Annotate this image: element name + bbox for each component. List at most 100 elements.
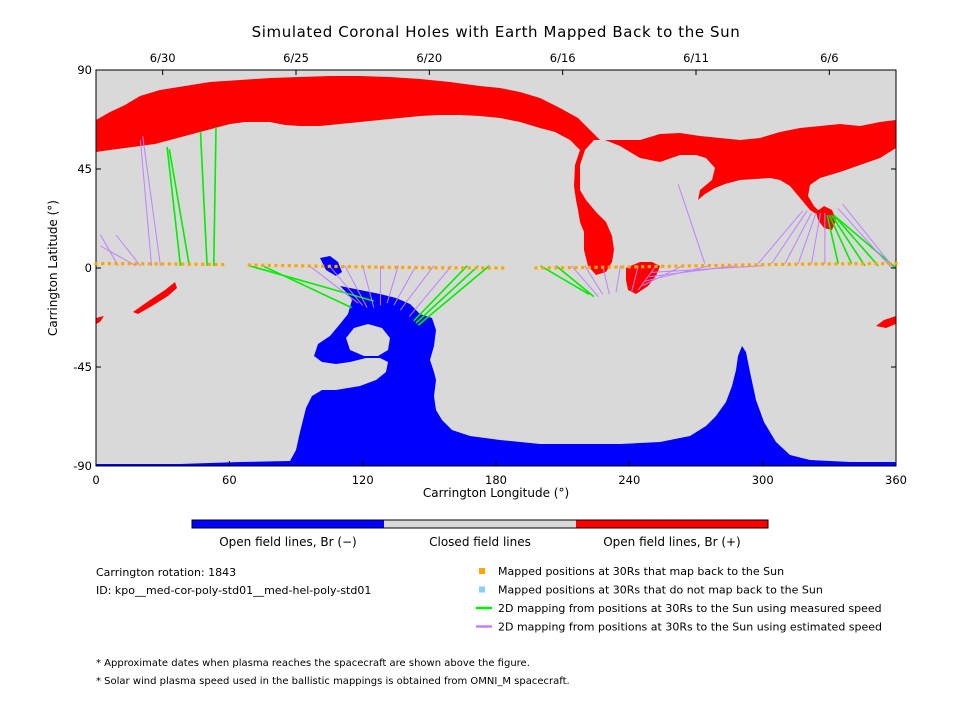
mapped-point	[674, 264, 678, 268]
legend-label: 2D mapping from positions at 30Rs to the…	[498, 602, 882, 615]
mapping-line-measured	[249, 265, 374, 302]
mapped-point	[427, 266, 431, 270]
mapping-line-estimated	[309, 265, 359, 304]
mapping-line-estimated	[362, 265, 375, 308]
mapped-point	[301, 264, 305, 268]
mapped-point	[394, 265, 398, 269]
mapped-point	[707, 263, 711, 268]
mapped-point	[147, 262, 151, 266]
mapping-line-estimated	[615, 265, 621, 293]
mapped-point	[774, 262, 778, 267]
mapped-point	[881, 262, 885, 266]
negative-fleck-equatorial	[320, 256, 342, 276]
mapped-point	[414, 265, 418, 270]
mapped-point	[501, 266, 505, 270]
legend-label: Mapped positions at 30Rs that do not map…	[498, 584, 823, 597]
colorbar-segment	[192, 520, 384, 528]
carrington-rotation: Carrington rotation: 1843	[96, 566, 236, 579]
mapped-point	[721, 263, 725, 267]
mapping-line-estimated	[649, 265, 737, 278]
mapped-point	[581, 265, 585, 270]
mapping-line-measured	[826, 215, 840, 264]
top-date-label: 6/6	[820, 51, 839, 65]
colorbar-label: Closed field lines	[429, 535, 531, 549]
y-tick-label: 90	[77, 63, 92, 77]
top-date-label: 6/16	[550, 51, 576, 65]
mapped-point	[647, 264, 651, 269]
mapped-point	[447, 266, 451, 270]
y-tick-label: -90	[73, 459, 92, 473]
mapped-point	[341, 264, 345, 269]
mapped-point	[667, 264, 671, 268]
mapping-line-estimated	[142, 135, 161, 266]
mapped-point	[741, 263, 745, 267]
mapped-point	[787, 262, 791, 266]
legend-label: 2D mapping from positions at 30Rs to the…	[498, 621, 882, 634]
mapped-point	[767, 263, 771, 267]
mapped-point	[661, 264, 665, 268]
mapped-point	[347, 265, 351, 269]
mapped-point	[567, 266, 571, 270]
x-axis-ticks: 0 60 120 180 240 300 360	[92, 461, 907, 487]
mapped-point	[387, 265, 391, 269]
mapped-point	[407, 265, 411, 270]
mapped-point	[687, 264, 691, 268]
mapped-point	[474, 266, 478, 270]
x-tick-label: 360	[885, 473, 907, 487]
mapping-line-estimated	[784, 212, 812, 264]
mapped-point	[861, 262, 865, 266]
mapped-point	[361, 265, 365, 269]
top-date-label: 6/25	[283, 51, 309, 65]
x-tick-label: 300	[752, 473, 774, 487]
mapped-point	[547, 266, 551, 270]
mapping-line-estimated	[400, 265, 435, 311]
mapped-point	[794, 262, 798, 266]
colorbar-label: Open field lines, Br (+)	[603, 535, 741, 549]
mapped-point	[354, 265, 358, 269]
colorbar-segment	[576, 520, 768, 528]
mapped-point	[127, 262, 131, 266]
positive-fleck-west-edge	[96, 316, 104, 324]
x-tick-label: 240	[618, 473, 640, 487]
mapped-point	[281, 263, 285, 268]
mapped-point	[487, 266, 491, 270]
plot-area	[94, 69, 898, 467]
mapping-line-measured	[833, 214, 879, 267]
mapped-point	[701, 264, 705, 268]
chart-title: Simulated Coronal Holes with Earth Mappe…	[252, 23, 741, 41]
colorbar-label: Open field lines, Br (−)	[219, 535, 357, 549]
mapped-point	[847, 262, 851, 266]
y-axis-label: Carrington Latitude (°)	[46, 200, 60, 336]
mapped-point	[814, 262, 818, 266]
mapping-line-estimated	[811, 212, 821, 264]
mapping-line-estimated	[842, 203, 895, 269]
x-tick-label: 120	[352, 473, 374, 487]
mapping-line-estimated	[602, 265, 610, 295]
positive-fleck-equatorial	[626, 262, 660, 294]
mapping-line-estimated	[139, 140, 153, 266]
mapped-point	[187, 262, 191, 266]
info-block: Carrington rotation: 1843 ID: kpo__med-c…	[96, 566, 371, 597]
legend-marker-square	[479, 586, 485, 593]
mapping-line-measured	[413, 265, 468, 322]
mapped-point	[614, 265, 618, 269]
mapped-point	[207, 262, 211, 267]
mapped-point	[621, 265, 625, 269]
mapped-point	[294, 264, 298, 268]
legend-marker-square	[479, 568, 485, 574]
mapped-point	[461, 266, 465, 270]
positive-fleck-east-edge	[876, 316, 896, 328]
mapping-line-measured	[262, 265, 352, 309]
mapping-line-measured	[166, 146, 182, 266]
mapping-line-estimated	[584, 265, 604, 295]
mapped-point	[601, 265, 605, 269]
mapped-point	[174, 262, 178, 266]
mapped-point	[101, 262, 105, 266]
mapped-point	[334, 264, 338, 269]
mapped-point	[827, 262, 831, 266]
mapped-point	[94, 262, 98, 266]
y-axis-ticks: 90 45 0 -45 -90	[73, 63, 896, 473]
mapped-point	[854, 262, 858, 266]
footnote-dates: * Approximate dates when plasma reaches …	[96, 658, 530, 669]
